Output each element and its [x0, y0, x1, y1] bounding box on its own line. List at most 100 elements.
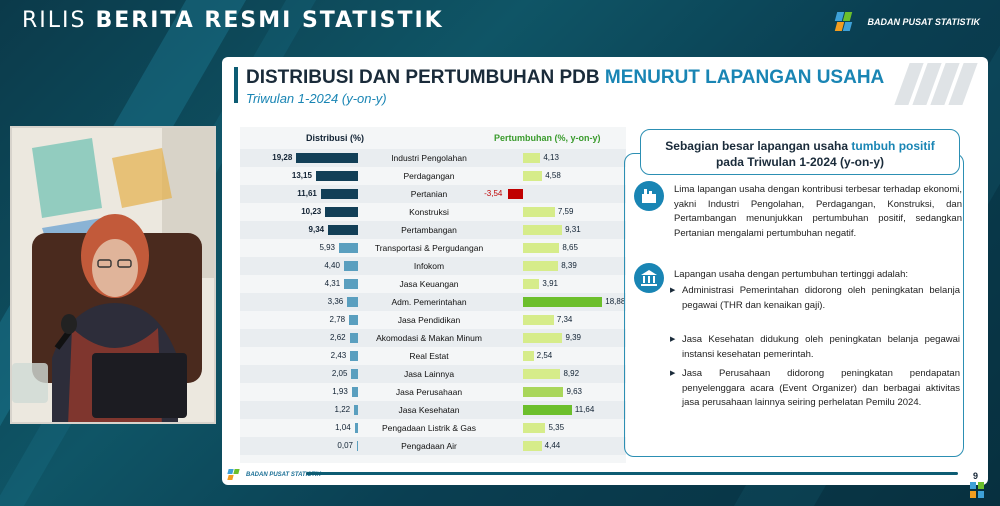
distribution-bar — [320, 189, 358, 199]
distribution-value: 4,31 — [324, 279, 341, 288]
growth-value: 18,88 — [605, 297, 626, 306]
broadcast-title-light: RILIS — [22, 8, 87, 33]
chart-row: 10,23 Konstruksi 7,59 — [240, 203, 626, 221]
chart-row: 4,40 Infokom 8,39 — [240, 257, 626, 275]
category-label: Jasa Pendidikan — [397, 315, 461, 325]
bps-logo-icon — [834, 12, 862, 32]
info-bullet-jasa-perusahaan: Jasa Perusahaan didorong peningkatan pen… — [670, 367, 960, 411]
growth-value: 5,35 — [548, 423, 565, 432]
growth-bar — [523, 387, 564, 397]
growth-bar — [523, 153, 541, 163]
distribution-value: 3,36 — [327, 297, 344, 306]
distribution-bar — [328, 225, 358, 235]
growth-bar — [523, 261, 559, 271]
slide-footer-line — [306, 472, 958, 475]
distribution-value: 10,23 — [301, 207, 322, 216]
distribution-bar — [344, 279, 358, 289]
info-bullet-adm-pemerintahan: Administrasi Pemerintahan didorong oleh … — [670, 284, 960, 313]
category-label: Jasa Perusahaan — [395, 387, 463, 397]
growth-bar — [523, 243, 560, 253]
category-label: Pengadaan Air — [401, 441, 457, 451]
pdb-chart: Distribusi (%) Pertumbuhan (%, y-on-y) 1… — [240, 127, 626, 463]
category-label: Pengadaan Listrik & Gas — [381, 423, 477, 433]
slide-title-accent: MENURUT LAPANGAN USAHA — [604, 67, 885, 88]
growth-bar — [523, 297, 603, 307]
category-label: Konstruksi — [409, 207, 449, 217]
distribution-value: 5,93 — [319, 243, 336, 252]
growth-bar — [523, 333, 563, 343]
distribution-value: 0,07 — [337, 441, 353, 450]
growth-value: 8,39 — [561, 261, 577, 270]
distribution-bar — [354, 423, 358, 433]
broadcast-title-bold: BERITA RESMI STATISTIK — [95, 8, 444, 33]
growth-value: -3,54 — [484, 189, 503, 198]
growth-value: 7,59 — [557, 207, 574, 216]
bps-logo-icon — [227, 469, 242, 481]
info-heading: Sebagian besar lapangan usaha tumbuh pos… — [640, 129, 960, 175]
growth-bar — [523, 225, 563, 235]
category-label: Pertanian — [410, 189, 448, 199]
growth-value: 2,54 — [536, 351, 553, 360]
distribution-value: 1,04 — [335, 423, 351, 432]
chart-row: 5,93 Transportasi & Pergudangan 8,65 — [240, 239, 626, 257]
growth-value: 11,64 — [574, 405, 595, 414]
growth-value: 9,63 — [566, 387, 583, 396]
slide-subtitle: Triwulan 1-2024 (y-on-y) — [246, 91, 387, 106]
category-label: Perdagangan — [403, 171, 455, 181]
distribution-value: 19,28 — [272, 153, 293, 162]
category-label: Pertambangan — [401, 225, 457, 235]
growth-bar — [523, 423, 546, 433]
growth-value: 8,92 — [563, 369, 580, 378]
presenter-video — [10, 126, 216, 424]
category-label: Adm. Pemerintahan — [391, 297, 467, 307]
distribution-value: 9,34 — [308, 225, 325, 234]
growth-value: 4,44 — [544, 441, 561, 450]
chart-row: 1,22 Jasa Kesehatan 11,64 — [240, 401, 626, 419]
chart-row: 2,62 Akomodasi & Makan Minum 9,39 — [240, 329, 626, 347]
distribution-value: 13,15 — [291, 171, 312, 180]
growth-bar — [523, 315, 554, 325]
growth-bar — [508, 189, 523, 199]
category-label: Jasa Lainnya — [403, 369, 455, 379]
bps-logo: BADAN PUSAT STATISTIK — [834, 12, 981, 32]
distribution-value: 1,93 — [332, 387, 348, 396]
slide-footer-logo: BADAN PUSAT STATISTIK — [227, 469, 321, 481]
distribution-value: 1,22 — [334, 405, 351, 414]
category-label: Infokom — [413, 261, 445, 271]
chart-row: 11,61 Pertanian -3,54 — [240, 185, 626, 203]
growth-bar — [523, 171, 543, 181]
chart-row: 3,36 Adm. Pemerintahan 18,88 — [240, 293, 626, 311]
chart-row: 4,31 Jasa Keuangan 3,91 — [240, 275, 626, 293]
chart-row: 2,78 Jasa Pendidikan 7,34 — [240, 311, 626, 329]
distribution-bar — [347, 297, 358, 307]
growth-bar — [523, 351, 534, 361]
info-paragraph-1: Lima lapangan usaha dengan kontribusi te… — [674, 184, 962, 239]
category-label: Jasa Keuangan — [399, 279, 459, 289]
distribution-bar — [354, 405, 358, 415]
government-building-icon — [634, 263, 664, 293]
growth-bar — [523, 369, 561, 379]
growth-bar — [523, 441, 542, 451]
distribution-value: 2,62 — [330, 333, 346, 342]
presentation-slide: DISTRIBUSI DAN PERTUMBUHAN PDB MENURUT L… — [222, 57, 988, 485]
distribution-bar — [357, 441, 358, 451]
info-paragraph-2: Lapangan usaha dengan pertumbuhan tertin… — [674, 269, 908, 280]
distribution-bar — [350, 351, 358, 361]
slide-footer-org: BADAN PUSAT STATISTIK — [246, 472, 321, 478]
growth-value: 9,39 — [565, 333, 582, 342]
growth-value: 9,31 — [565, 225, 581, 234]
distribution-bar — [325, 207, 358, 217]
growth-bar — [523, 207, 555, 217]
bps-logo-text: BADAN PUSAT STATISTIK — [867, 17, 981, 27]
presenter-image — [12, 128, 214, 422]
bps-corner-logo-icon — [970, 482, 992, 498]
category-label: Jasa Kesehatan — [398, 405, 460, 415]
distribution-value: 11,61 — [297, 189, 317, 198]
distribution-bar — [339, 243, 358, 253]
info-heading-accent: tumbuh positif — [851, 139, 935, 153]
distribution-value: 4,40 — [324, 261, 340, 270]
distribution-header: Distribusi (%) — [306, 133, 365, 143]
distribution-bar — [351, 369, 358, 379]
factory-icon — [634, 181, 664, 211]
distribution-value: 2,78 — [329, 315, 346, 324]
